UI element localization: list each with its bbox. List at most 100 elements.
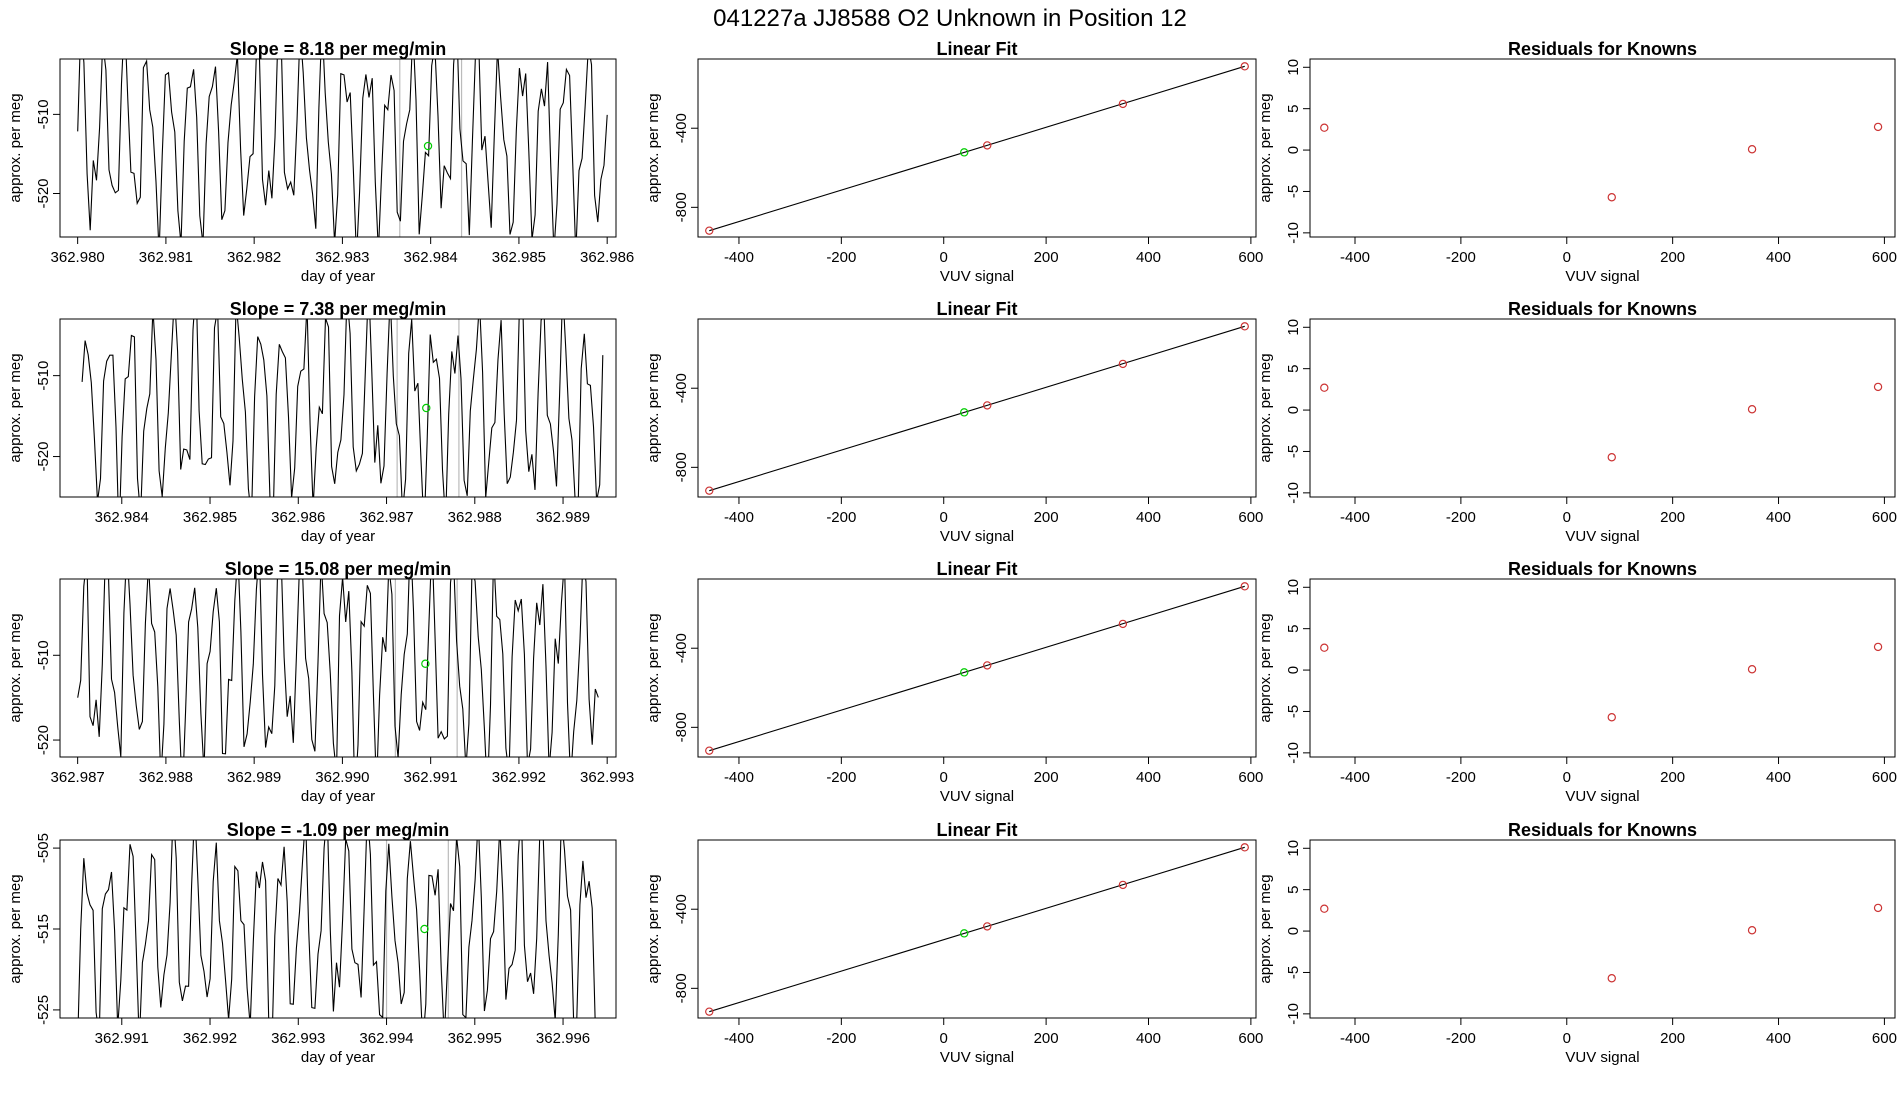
fit-line: [709, 585, 1245, 752]
x-axis-label: day of year: [301, 1049, 375, 1066]
x-tick-label: 0: [1563, 1030, 1571, 1047]
x-tick-label: 400: [1766, 769, 1791, 786]
y-tick-label: -510: [35, 99, 52, 129]
plot-frame: [1309, 318, 1896, 498]
y-tick-label: -510: [35, 361, 52, 391]
y-axis-label: approx. per meg: [7, 93, 24, 202]
y-tick-label: -505: [35, 833, 52, 863]
current-point: [960, 408, 969, 417]
x-tick-label: 362.982: [227, 249, 281, 266]
x-tick-label: 362.992: [492, 769, 546, 786]
y-axis-label: approx. per meg: [1257, 353, 1274, 462]
y-tick-label: -400: [673, 894, 690, 924]
x-tick-label: 200: [1660, 1030, 1685, 1047]
plot-frame: [59, 578, 617, 758]
x-tick-label: 600: [1872, 249, 1897, 266]
x-tick-label: -400: [1340, 509, 1370, 526]
y-axis-label: approx. per meg: [1257, 93, 1274, 202]
y-axis-label: approx. per meg: [7, 874, 24, 983]
fit-line: [709, 846, 1245, 1013]
fit-line: [709, 325, 1245, 492]
x-tick-label: -400: [724, 769, 754, 786]
y-tick-label: 5: [1285, 886, 1302, 894]
y-tick-label: -10: [1285, 1003, 1302, 1025]
plot-frame: [697, 839, 1257, 1019]
current-point: [960, 148, 969, 157]
x-tick-label: 600: [1238, 1030, 1263, 1047]
residual-point: [1320, 123, 1329, 132]
x-tick-label: 362.987: [359, 509, 413, 526]
x-tick-label: 362.985: [492, 249, 546, 266]
y-tick-label: -5: [1285, 185, 1302, 198]
residual-point: [1607, 713, 1616, 722]
panel-title: Slope = 7.38 per meg/min: [230, 299, 447, 319]
fit-line: [709, 65, 1245, 232]
x-tick-label: 362.984: [95, 509, 149, 526]
residual-point: [1873, 903, 1883, 913]
y-axis-label: approx. per meg: [645, 93, 662, 202]
y-tick-label: -510: [35, 640, 52, 670]
panel-title: Slope = 8.18 per meg/min: [230, 39, 447, 59]
y-tick-label: -10: [1285, 482, 1302, 504]
plot-frame: [1309, 839, 1896, 1019]
known-point: [983, 922, 992, 931]
x-tick-label: 400: [1766, 1030, 1791, 1047]
panel-title: Residuals for Knowns: [1508, 820, 1697, 840]
y-tick-label: 10: [1285, 319, 1302, 336]
x-tick-label: 200: [1034, 249, 1059, 266]
x-tick-label: 400: [1766, 249, 1791, 266]
x-tick-label: 400: [1136, 509, 1161, 526]
x-tick-label: 362.988: [448, 509, 502, 526]
x-tick-label: 400: [1136, 769, 1161, 786]
known-point: [705, 746, 714, 755]
y-tick-label: -400: [673, 633, 690, 663]
x-tick-label: -200: [1446, 769, 1476, 786]
plot-frame: [1309, 578, 1896, 758]
known-point: [705, 486, 714, 495]
y-tick-label: 10: [1285, 579, 1302, 596]
y-axis-label: approx. per meg: [7, 613, 24, 722]
y-axis-label: approx. per meg: [1257, 874, 1274, 983]
x-tick-label: -200: [1446, 1030, 1476, 1047]
panel-1-3: -400 -200 0 200 400 600 10 5 0 -5 -10 Residuals for…: [1257, 39, 1897, 285]
y-tick-label: -10: [1285, 222, 1302, 244]
current-point: [421, 659, 430, 668]
panel-title: Slope = -1.09 per meg/min: [227, 820, 450, 840]
x-tick-label: 0: [1563, 509, 1571, 526]
y-tick-label: 0: [1285, 406, 1302, 414]
residual-point: [1747, 405, 1757, 414]
plot-area: [77, 579, 599, 757]
plot-frame: [1309, 58, 1896, 238]
x-tick-label: 600: [1238, 769, 1263, 786]
x-tick-label: 362.989: [536, 509, 590, 526]
panel-3-1: 362.987 362.988 362.989 362.990 362.991 362.9…: [7, 559, 634, 805]
panel-title: Slope = 15.08 per meg/min: [225, 559, 452, 579]
panel-title: Residuals for Knowns: [1508, 299, 1697, 319]
plot-area: [77, 840, 596, 1018]
residual-point: [1607, 193, 1616, 202]
plot-area: [1320, 903, 1883, 983]
x-axis-label: VUV signal: [940, 1049, 1014, 1066]
known-point: [1118, 880, 1128, 890]
x-tick-label: -200: [826, 249, 856, 266]
x-tick-label: -200: [826, 1030, 856, 1047]
x-tick-label: 200: [1034, 509, 1059, 526]
residual-point: [1873, 642, 1883, 652]
panel-title: Residuals for Knowns: [1508, 39, 1697, 59]
data-series-line: [81, 319, 604, 497]
known-point: [1240, 582, 1249, 591]
y-tick-label: -5: [1285, 705, 1302, 718]
x-axis-label: VUV signal: [940, 528, 1014, 545]
x-tick-label: 362.996: [536, 1030, 590, 1047]
x-tick-label: 400: [1766, 509, 1791, 526]
y-tick-label: -515: [35, 914, 52, 944]
plot-frame: [697, 578, 1257, 758]
plot-area: [81, 319, 604, 497]
plot-area: [705, 843, 1249, 1016]
x-tick-label: 600: [1872, 769, 1897, 786]
y-tick-label: 5: [1285, 365, 1302, 373]
x-tick-label: 200: [1034, 1030, 1059, 1047]
x-tick-label: 362.991: [95, 1030, 149, 1047]
current-point: [423, 141, 433, 151]
